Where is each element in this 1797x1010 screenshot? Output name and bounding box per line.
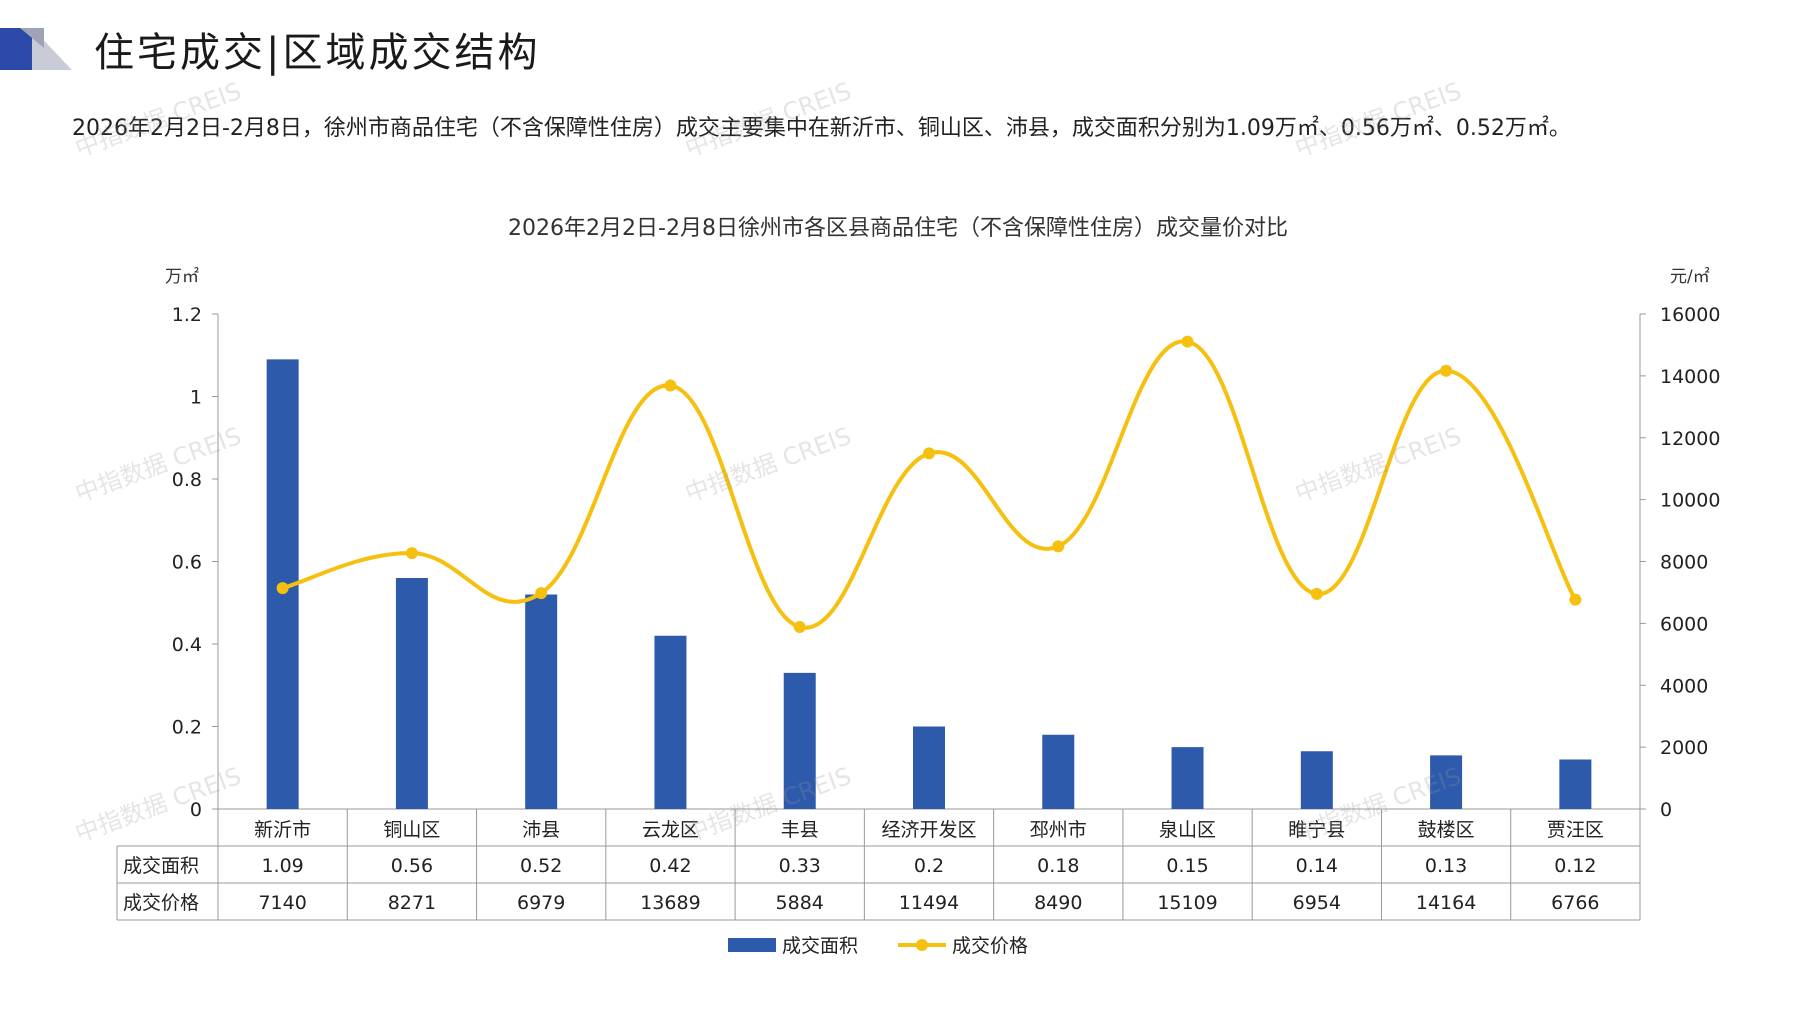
bar bbox=[1430, 755, 1463, 809]
brand-logo bbox=[0, 28, 72, 70]
table-cell: 6954 bbox=[1293, 892, 1341, 914]
table-cell: 8490 bbox=[1034, 892, 1082, 914]
left-tick-label: 0.8 bbox=[172, 469, 202, 491]
right-axis-unit: 元/㎡ bbox=[1670, 267, 1710, 287]
price-point bbox=[793, 620, 806, 633]
table-row-label: 成交面积 bbox=[123, 855, 199, 877]
bar bbox=[1171, 747, 1204, 809]
category-label: 鼓楼区 bbox=[1418, 819, 1475, 841]
table-cell: 0.15 bbox=[1166, 855, 1208, 877]
left-axis-unit: 万㎡ bbox=[165, 267, 199, 287]
table-cell: 0.52 bbox=[520, 855, 562, 877]
price-point bbox=[1181, 335, 1194, 348]
left-tick-label: 1 bbox=[190, 387, 202, 409]
category-label: 贾汪区 bbox=[1547, 819, 1604, 841]
left-tick-label: 1.2 bbox=[172, 304, 202, 326]
summary-text: 2026年2月2日-2月8日，徐州市商品住宅（不含保障性住房）成交主要集中在新沂… bbox=[72, 116, 1571, 141]
table-cell: 0.13 bbox=[1425, 855, 1467, 877]
table-cell: 14164 bbox=[1416, 892, 1476, 914]
bar bbox=[1300, 751, 1333, 809]
bar bbox=[395, 578, 428, 809]
right-tick-label: 12000 bbox=[1660, 428, 1720, 450]
chart-title: 2026年2月2日-2月8日徐州市各区县商品住宅（不含保障性住房）成交量价对比 bbox=[508, 216, 1288, 241]
price-point bbox=[923, 447, 935, 460]
table-cell: 11494 bbox=[899, 892, 959, 914]
category-label: 邳州市 bbox=[1030, 819, 1087, 841]
legend-label-price: 成交价格 bbox=[952, 935, 1028, 957]
right-tick-label: 14000 bbox=[1660, 366, 1720, 388]
category-label: 云龙区 bbox=[642, 819, 699, 841]
left-tick-label: 0 bbox=[190, 799, 202, 821]
right-tick-label: 0 bbox=[1660, 799, 1672, 821]
right-tick-label: 2000 bbox=[1660, 737, 1708, 759]
bar bbox=[783, 672, 816, 809]
table-cell: 7140 bbox=[258, 892, 306, 914]
category-label: 沛县 bbox=[522, 819, 560, 841]
bar bbox=[654, 635, 687, 809]
price-point bbox=[1440, 364, 1453, 377]
bar bbox=[913, 726, 945, 809]
table-cell: 0.2 bbox=[914, 855, 944, 877]
table-cell: 15109 bbox=[1157, 892, 1217, 914]
bar bbox=[1559, 759, 1592, 809]
bar bbox=[525, 594, 558, 809]
right-tick-label: 10000 bbox=[1660, 490, 1720, 512]
right-tick-label: 6000 bbox=[1660, 613, 1708, 635]
table-cell: 0.18 bbox=[1037, 855, 1079, 877]
table-cell: 13689 bbox=[640, 892, 700, 914]
table-cell: 0.14 bbox=[1296, 855, 1338, 877]
price-point bbox=[1052, 540, 1065, 553]
price-line bbox=[282, 339, 1578, 630]
price-point bbox=[276, 582, 289, 595]
table-cell: 0.12 bbox=[1554, 855, 1596, 877]
table-cell: 0.33 bbox=[779, 855, 821, 877]
table-row-label: 成交价格 bbox=[123, 892, 199, 914]
table-cell: 5884 bbox=[776, 892, 824, 914]
legend-swatch-price-dot bbox=[916, 939, 928, 951]
category-label: 丰县 bbox=[781, 819, 819, 841]
category-label: 铜山区 bbox=[383, 819, 440, 841]
left-tick-label: 0.6 bbox=[172, 552, 202, 574]
left-tick-label: 0.2 bbox=[172, 717, 202, 739]
legend-label-area: 成交面积 bbox=[782, 935, 858, 957]
table-cell: 6766 bbox=[1551, 892, 1599, 914]
page-title: 住宅成交|区域成交结构 bbox=[94, 30, 541, 76]
category-label: 新沂市 bbox=[254, 819, 311, 841]
price-point bbox=[405, 547, 418, 560]
combo-chart: 2026年2月2日-2月8日徐州市各区县商品住宅（不含保障性住房）成交量价对比万… bbox=[116, 216, 1720, 957]
price-point bbox=[535, 587, 548, 600]
price-point bbox=[1310, 587, 1323, 600]
category-label: 经济开发区 bbox=[881, 819, 976, 841]
table-cell: 0.42 bbox=[649, 855, 691, 877]
bar bbox=[1042, 734, 1075, 809]
price-point bbox=[1569, 593, 1582, 606]
table-cell: 0.56 bbox=[391, 855, 433, 877]
right-tick-label: 4000 bbox=[1660, 675, 1708, 697]
category-label: 睢宁县 bbox=[1288, 819, 1345, 841]
left-tick-label: 0.4 bbox=[172, 634, 202, 656]
legend-swatch-area bbox=[728, 938, 776, 952]
right-tick-label: 8000 bbox=[1660, 552, 1708, 574]
table-cell: 8271 bbox=[388, 892, 436, 914]
table-cell: 6979 bbox=[517, 892, 565, 914]
table-cell: 1.09 bbox=[261, 855, 303, 877]
price-point bbox=[664, 379, 677, 392]
category-label: 泉山区 bbox=[1159, 819, 1216, 841]
right-tick-label: 16000 bbox=[1660, 304, 1720, 326]
